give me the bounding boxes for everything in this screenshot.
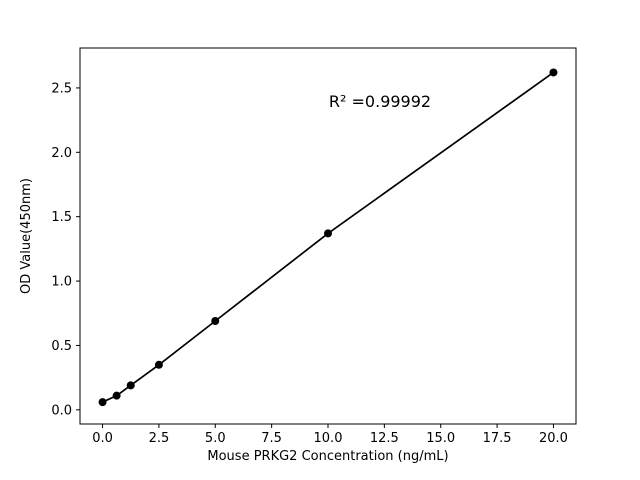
data-point-marker (98, 398, 107, 407)
data-point-marker (154, 360, 163, 369)
y-axis-label: OD Value(450nm) (19, 178, 34, 294)
x-axis-label: Mouse PRKG2 Concentration (ng/mL) (207, 449, 448, 464)
plot-area: 0.0 2.5 5.0 7.5 10.0 12.5 15.0 17.5 20.0 0.0 0.5 1.… (51, 47, 577, 446)
x-tick-label: 12.5 (370, 431, 399, 446)
x-tick-label: 0.0 (92, 431, 113, 446)
y-tick-label: 0.0 (51, 403, 72, 418)
data-point-marker (126, 381, 135, 390)
x-tick-label: 17.5 (483, 431, 512, 446)
y-tick-label: 1.0 (51, 275, 72, 290)
y-tick-label: 0.5 (51, 339, 72, 354)
x-tick-label: 20.0 (539, 431, 568, 446)
x-tick-label: 2.5 (149, 431, 170, 446)
data-point-marker (549, 68, 558, 77)
data-point-marker (324, 229, 332, 238)
data-point-marker (211, 316, 220, 325)
y-tick-label: 2.0 (51, 146, 72, 161)
data-point-marker (112, 391, 121, 400)
x-tick-label: 5.0 (205, 431, 226, 446)
y-tick-label: 1.5 (51, 210, 72, 225)
x-tick-label: 7.5 (261, 431, 282, 446)
r-squared-annotation: R² =0.99992 (329, 92, 431, 111)
x-tick-label: 10.0 (314, 431, 343, 446)
y-tick-label: 2.5 (51, 81, 72, 96)
x-tick-label: 15.0 (426, 431, 455, 446)
